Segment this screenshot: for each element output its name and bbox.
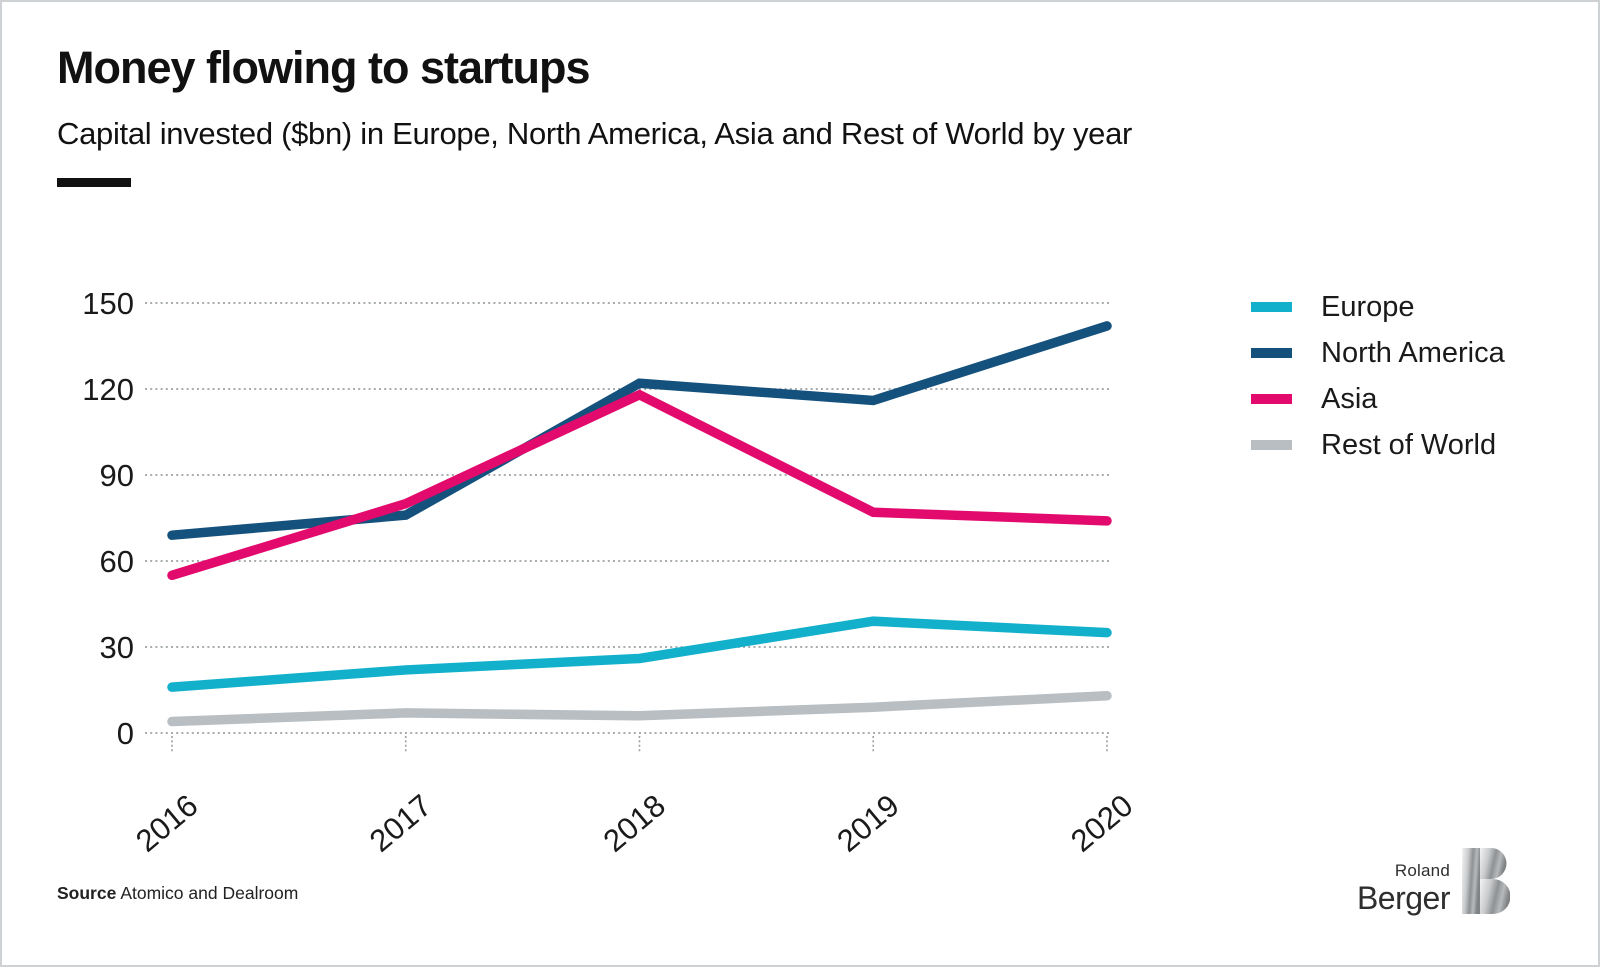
series-line-europe xyxy=(167,616,1112,692)
legend-item-asia: Asia xyxy=(1251,376,1505,422)
legend-item-rest-of-world: Rest of World xyxy=(1251,422,1505,468)
source-label: Source xyxy=(57,883,117,903)
y-tick-label: 30 xyxy=(100,630,134,665)
x-tick-label: 2017 xyxy=(363,788,438,859)
legend-item-north-america: North America xyxy=(1251,330,1505,376)
roland-berger-logo: Roland Berger xyxy=(1357,848,1510,914)
legend-label: Europe xyxy=(1321,290,1415,323)
chart-legend: Europe North America Asia Rest of World xyxy=(1251,284,1505,468)
chart-subtitle: Capital invested ($bn) in Europe, North … xyxy=(57,116,1133,151)
x-tick-label: 2020 xyxy=(1064,788,1139,859)
x-tick-label: 2018 xyxy=(597,788,672,859)
legend-swatch-asia xyxy=(1251,394,1292,404)
legend-swatch-europe xyxy=(1251,302,1292,312)
legend-swatch-north-america xyxy=(1251,348,1292,358)
legend-label: Asia xyxy=(1321,382,1378,415)
x-tick-label: 2016 xyxy=(129,788,204,859)
series-line-asia xyxy=(167,389,1112,581)
roland-berger-logo-text: Roland Berger xyxy=(1356,861,1451,916)
x-tick-label: 2019 xyxy=(830,788,905,859)
y-tick-label: 150 xyxy=(82,286,134,321)
series-line-north-america xyxy=(167,321,1112,540)
legend-item-europe: Europe xyxy=(1251,284,1505,330)
y-tick-label: 90 xyxy=(100,458,134,493)
y-tick-label: 60 xyxy=(100,544,134,579)
series-line-rest-of-world xyxy=(167,690,1112,727)
roland-berger-logo-b-icon xyxy=(1462,848,1510,914)
logo-roland: Roland xyxy=(1394,861,1450,880)
source-text: Atomico and Dealroom xyxy=(120,883,299,903)
title-underline-dash xyxy=(57,178,131,187)
logo-berger: Berger xyxy=(1356,880,1451,916)
source-note: Source Atomico and Dealroom xyxy=(57,883,298,904)
legend-label: Rest of World xyxy=(1321,428,1497,461)
y-tick-label: 120 xyxy=(82,372,134,407)
legend-swatch-rest-of-world xyxy=(1251,440,1292,450)
page-title: Money flowing to startups xyxy=(57,42,590,93)
y-tick-label: 0 xyxy=(117,716,134,751)
legend-label: North America xyxy=(1321,336,1505,369)
